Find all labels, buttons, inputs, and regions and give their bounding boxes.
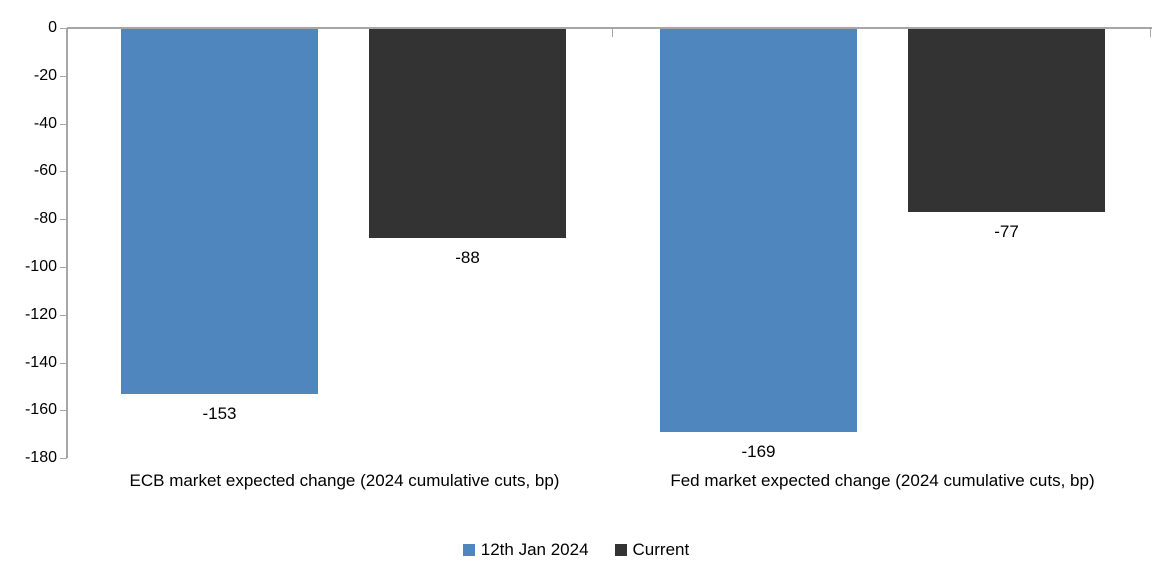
y-axis-tick-label: -60 <box>33 162 57 180</box>
bar-series1-group1 <box>908 29 1105 213</box>
y-axis-line <box>66 28 68 459</box>
bar-series0-group0 <box>121 29 318 394</box>
legend: 12th Jan 2024 Current <box>0 541 1152 558</box>
x-axis-line <box>67 27 1152 29</box>
bar-data-label: -77 <box>994 222 1019 242</box>
category-label: Fed market expected change (2024 cumulat… <box>670 471 1095 490</box>
y-axis-tick-label: -180 <box>24 449 57 467</box>
category-label: ECB market expected change (2024 cumulat… <box>129 471 560 490</box>
legend-label: 12th Jan 2024 <box>480 540 589 559</box>
y-axis-tick-mark <box>60 75 67 77</box>
y-axis-tick-label: -140 <box>24 353 57 371</box>
y-axis-tick-mark <box>60 171 67 173</box>
bar-series1-group0 <box>369 29 566 239</box>
y-axis-tick-mark <box>60 410 67 412</box>
y-axis-tick-label: -80 <box>33 210 57 228</box>
y-axis-tick-label: -20 <box>33 66 57 84</box>
bar-data-label: -169 <box>741 441 776 461</box>
y-axis-tick-label: -40 <box>33 114 57 132</box>
legend-label: Current <box>632 540 690 559</box>
legend-item: 12th Jan 2024 <box>462 540 589 559</box>
category-axis-tick-mark <box>612 29 613 37</box>
y-axis-tick-mark <box>60 314 67 316</box>
y-axis-tick-mark <box>60 219 67 221</box>
bar-series0-group1 <box>660 29 857 432</box>
y-axis-tick-mark <box>60 28 67 29</box>
legend-swatch-icon <box>462 543 475 556</box>
y-axis-tick-label: 0 <box>48 19 57 36</box>
category-axis-tick-mark <box>1150 29 1151 37</box>
y-axis-tick-mark <box>60 267 67 268</box>
y-axis-tick-mark <box>60 458 67 460</box>
bar-data-label: -153 <box>202 403 237 423</box>
y-axis-tick-label: -120 <box>24 305 57 323</box>
legend-swatch-icon <box>614 543 627 556</box>
bar-data-label: -88 <box>455 248 480 268</box>
y-axis-tick-label: -100 <box>24 258 57 275</box>
y-axis-tick-label: -160 <box>24 401 57 419</box>
y-axis-tick-mark <box>60 123 67 125</box>
y-axis-tick-mark <box>60 362 67 364</box>
legend-item: Current <box>614 540 690 559</box>
